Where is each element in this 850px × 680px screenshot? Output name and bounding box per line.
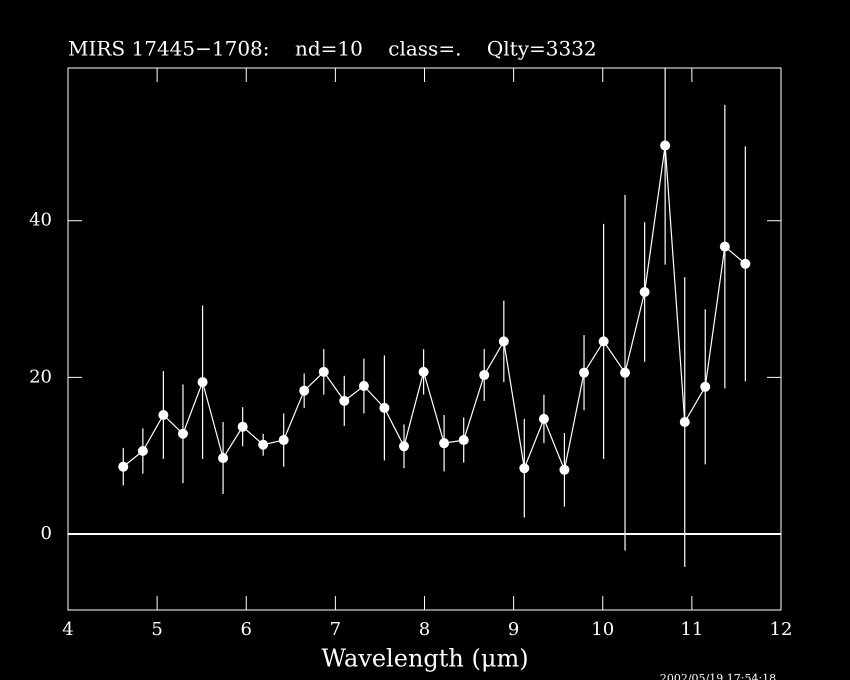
data-point	[519, 463, 530, 474]
data-point	[339, 395, 350, 406]
data-point	[660, 140, 671, 151]
y-tick-label: 20	[29, 366, 52, 387]
data-line	[122, 145, 746, 472]
x-tick-label: 11	[680, 619, 703, 640]
data-point	[258, 439, 269, 450]
data-point	[318, 366, 329, 377]
data-point	[498, 336, 509, 347]
data-point	[278, 435, 289, 446]
x-tick-label: 5	[151, 619, 162, 640]
data-point	[479, 370, 490, 381]
x-tick-label: 4	[62, 619, 73, 640]
plot-frame	[67, 67, 782, 611]
data-point	[137, 446, 148, 457]
data-point	[379, 402, 390, 413]
chart-title: MIRS 17445−1708: nd=10 class=. Qlty=3332	[68, 37, 597, 61]
data-point	[118, 461, 129, 472]
x-tick-label: 10	[591, 619, 614, 640]
data-point	[439, 438, 450, 449]
data-point	[538, 413, 549, 424]
data-point	[358, 380, 369, 391]
data-point	[559, 464, 570, 475]
data-point	[740, 258, 751, 269]
data-point	[218, 453, 229, 464]
timestamp: 2002/05/19 17:54:18	[660, 672, 776, 680]
y-tick-label: 0	[41, 523, 52, 544]
data-point	[620, 367, 631, 378]
data-point	[299, 385, 310, 396]
data-point	[197, 377, 208, 388]
data-point	[700, 381, 711, 392]
data-point	[158, 409, 169, 420]
data-point	[418, 366, 429, 377]
data-point	[598, 336, 609, 347]
data-point	[458, 435, 469, 446]
data-point	[237, 421, 248, 432]
data-point	[719, 241, 730, 252]
data-point	[639, 287, 650, 298]
data-point	[177, 428, 188, 439]
x-axis-label: Wavelength (μm)	[321, 645, 528, 673]
data-point	[399, 441, 410, 452]
data-point	[679, 417, 690, 428]
x-tick-label: 7	[330, 619, 341, 640]
x-tick-label: 8	[419, 619, 430, 640]
x-tick-label: 9	[508, 619, 519, 640]
x-tick-label: 6	[241, 619, 252, 640]
data-point	[579, 367, 590, 378]
y-tick-label: 40	[29, 210, 52, 231]
x-tick-label: 12	[770, 619, 793, 640]
